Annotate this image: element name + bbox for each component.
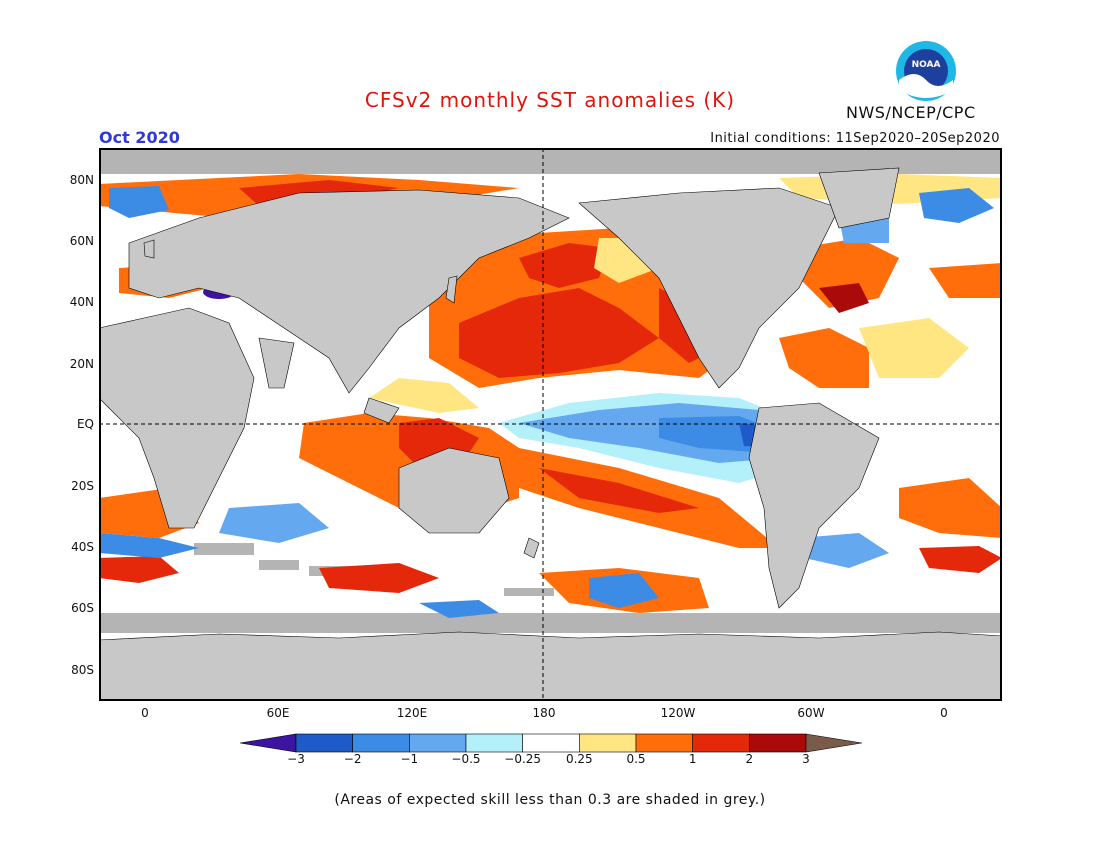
colorbar-cell	[295, 733, 353, 753]
footnote: (Areas of expected skill less than 0.3 a…	[334, 792, 766, 808]
lat-label: 40S	[71, 540, 94, 554]
colorbar-label: 3	[802, 752, 810, 766]
colorbar-label: −0.5	[451, 752, 481, 766]
lon-label: 120W	[660, 706, 696, 720]
colorbar-label: −3	[287, 752, 305, 766]
lat-label: 20S	[71, 479, 94, 493]
lat-label: 60N	[69, 234, 94, 248]
colorbar-label: 2	[745, 752, 754, 766]
greenland	[818, 167, 900, 229]
chart-title: CFSv2 monthly SST anomalies (K)	[364, 88, 736, 112]
colorbar-label: 0.5	[626, 752, 646, 766]
lon-label: 120E	[396, 706, 428, 720]
antarctica	[99, 631, 1002, 701]
noaa-logo: NOAA	[896, 41, 956, 101]
colorbar-cell	[522, 733, 580, 753]
indonesia	[363, 397, 400, 424]
india	[258, 337, 295, 389]
map-frame	[99, 148, 1002, 701]
low-skill-mask	[99, 148, 1002, 633]
colorbar-label: −0.25	[504, 752, 542, 766]
colorbar-max-triangle	[805, 733, 862, 753]
colorbar-label: −1	[400, 752, 419, 766]
lat-label: EQ	[76, 417, 94, 431]
colorbar-label: −2	[343, 752, 362, 766]
lon-label: 0	[141, 706, 149, 720]
colorbar-label: 0.25	[565, 752, 593, 766]
australia	[398, 447, 510, 534]
new-zealand	[523, 537, 540, 559]
organization-label: NWS/NCEP/CPC	[846, 103, 976, 122]
north-america	[578, 187, 840, 389]
lat-label: 20N	[69, 357, 94, 371]
lat-label: 80S	[71, 663, 94, 677]
lon-label: 60E	[266, 706, 290, 720]
lat-label: 60S	[71, 601, 94, 615]
lon-label: 60W	[797, 706, 825, 720]
colorbar-cell	[465, 733, 523, 753]
initial-conditions: Initial conditions: 11Sep2020–20Sep2020	[710, 131, 1000, 146]
colorbar-min-triangle	[240, 733, 297, 753]
colorbar-cell	[579, 733, 637, 753]
lat-label: 80N	[69, 173, 94, 187]
south-america	[748, 402, 880, 609]
eurasia	[128, 189, 570, 394]
colorbar-cell	[409, 733, 467, 753]
colorbar-label: 1	[688, 752, 697, 766]
british-isles	[143, 239, 155, 259]
lon-label: 180	[532, 706, 556, 720]
lon-label: 0	[940, 706, 948, 720]
lat-label: 40N	[69, 295, 94, 309]
colorbar	[240, 733, 862, 753]
colorbar-cell	[635, 733, 693, 753]
sst-anomaly-map	[99, 148, 1002, 701]
japan	[445, 275, 458, 304]
africa	[99, 307, 255, 529]
logo-text: NOAA	[912, 60, 941, 70]
colorbar-cell	[352, 733, 410, 753]
colorbar-cell	[749, 733, 807, 753]
colorbar-cell	[692, 733, 750, 753]
forecast-month: Oct 2020	[99, 128, 180, 147]
land-masses	[99, 167, 1002, 701]
